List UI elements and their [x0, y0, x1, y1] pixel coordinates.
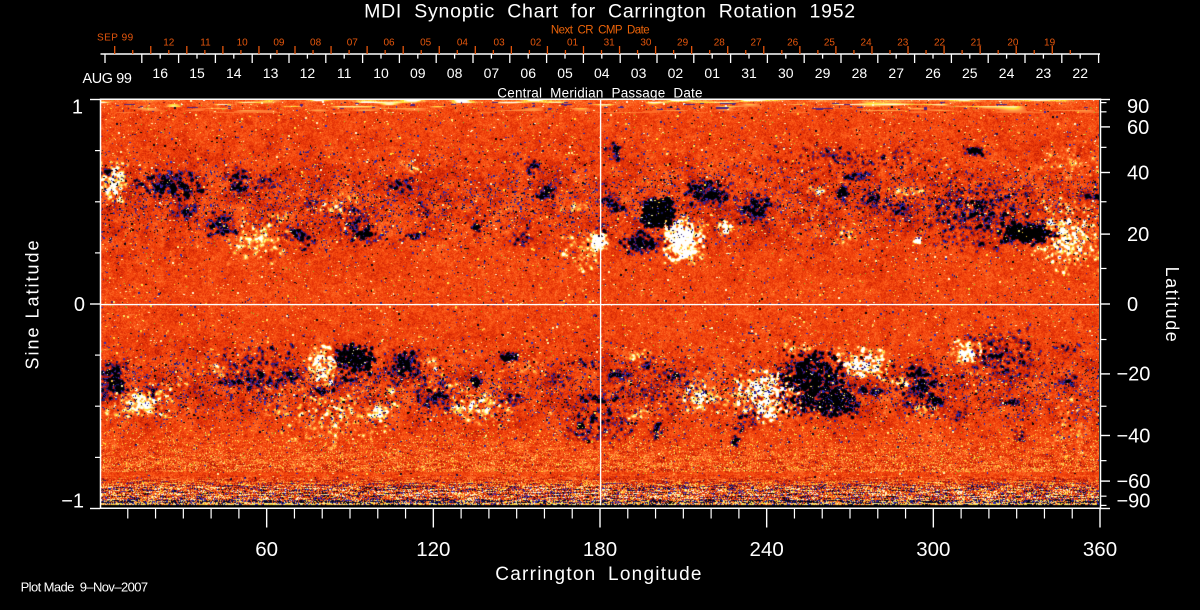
svg-text:11: 11 [337, 65, 352, 81]
svg-text:22: 22 [1072, 65, 1088, 81]
svg-text:07: 07 [347, 38, 359, 49]
svg-text:27: 27 [888, 65, 904, 81]
svg-text:13: 13 [263, 65, 279, 81]
svg-text:16: 16 [152, 65, 168, 81]
svg-text:04: 04 [594, 65, 610, 81]
svg-text:25: 25 [962, 65, 978, 81]
svg-text:−20: −20 [1117, 364, 1151, 386]
svg-text:Latitude: Latitude [1162, 267, 1182, 344]
svg-text:Central Meridian Passage Date: Central Meridian Passage Date [497, 86, 702, 101]
svg-text:10: 10 [237, 38, 249, 49]
svg-text:06: 06 [383, 38, 395, 49]
svg-text:29: 29 [815, 65, 831, 81]
svg-text:27: 27 [750, 38, 762, 49]
svg-text:09: 09 [273, 38, 285, 49]
svg-text:19: 19 [1044, 38, 1056, 49]
svg-text:12: 12 [163, 38, 175, 49]
svg-text:23: 23 [897, 38, 909, 49]
svg-text:20: 20 [1007, 38, 1019, 49]
svg-text:01: 01 [704, 65, 720, 81]
svg-text:Sine Latitude: Sine Latitude [23, 238, 43, 369]
svg-text:0: 0 [1127, 294, 1138, 316]
svg-text:04: 04 [457, 38, 469, 49]
svg-text:120: 120 [416, 538, 450, 561]
svg-text:MDI Synoptic Chart for Carring: MDI Synoptic Chart for Carrington Rotati… [364, 1, 856, 23]
svg-text:25: 25 [824, 38, 836, 49]
svg-text:−90: −90 [1117, 491, 1151, 513]
svg-text:Carrington Longitude: Carrington Longitude [495, 564, 702, 585]
svg-text:06: 06 [520, 65, 536, 81]
svg-text:11: 11 [200, 38, 211, 49]
svg-text:01: 01 [567, 38, 579, 49]
svg-text:26: 26 [925, 65, 941, 81]
svg-text:−40: −40 [1117, 425, 1151, 447]
svg-text:60: 60 [1127, 117, 1149, 139]
svg-text:24: 24 [861, 38, 873, 49]
svg-text:30: 30 [778, 65, 794, 81]
svg-text:07: 07 [484, 65, 500, 81]
svg-text:−60: −60 [1117, 471, 1151, 493]
svg-text:22: 22 [934, 38, 946, 49]
svg-text:05: 05 [420, 38, 432, 49]
svg-text:02: 02 [530, 38, 542, 49]
svg-text:240: 240 [750, 538, 784, 561]
svg-text:14: 14 [226, 65, 242, 81]
svg-text:29: 29 [677, 38, 689, 49]
svg-text:Plot Made 9–Nov–2007: Plot Made 9–Nov–2007 [21, 580, 148, 595]
svg-text:24: 24 [999, 65, 1015, 81]
svg-text:1: 1 [72, 97, 83, 119]
svg-text:21: 21 [971, 38, 983, 49]
svg-text:300: 300 [916, 538, 950, 561]
svg-text:360: 360 [1083, 538, 1117, 561]
svg-text:AUG 99: AUG 99 [83, 71, 132, 87]
svg-text:08: 08 [310, 38, 322, 49]
svg-text:26: 26 [787, 38, 799, 49]
svg-text:31: 31 [604, 38, 616, 49]
svg-text:40: 40 [1127, 162, 1149, 184]
svg-text:60: 60 [255, 538, 278, 561]
svg-text:10: 10 [373, 65, 389, 81]
svg-text:08: 08 [447, 65, 463, 81]
svg-text:03: 03 [494, 38, 506, 49]
svg-text:05: 05 [557, 65, 573, 81]
svg-text:02: 02 [668, 65, 684, 81]
svg-text:03: 03 [631, 65, 647, 81]
svg-text:SEP 99: SEP 99 [97, 33, 134, 44]
svg-text:Next CR CMP Date: Next CR CMP Date [551, 25, 649, 37]
svg-text:15: 15 [189, 65, 205, 81]
svg-text:30: 30 [640, 38, 652, 49]
svg-text:23: 23 [1036, 65, 1052, 81]
svg-text:28: 28 [852, 65, 868, 81]
svg-text:−1: −1 [61, 491, 84, 513]
svg-text:20: 20 [1127, 224, 1149, 246]
svg-text:180: 180 [583, 538, 617, 561]
svg-text:90: 90 [1127, 96, 1149, 118]
svg-text:31: 31 [741, 65, 757, 81]
svg-text:0: 0 [74, 294, 85, 316]
svg-text:09: 09 [410, 65, 426, 81]
svg-text:28: 28 [714, 38, 726, 49]
svg-text:12: 12 [300, 65, 316, 81]
